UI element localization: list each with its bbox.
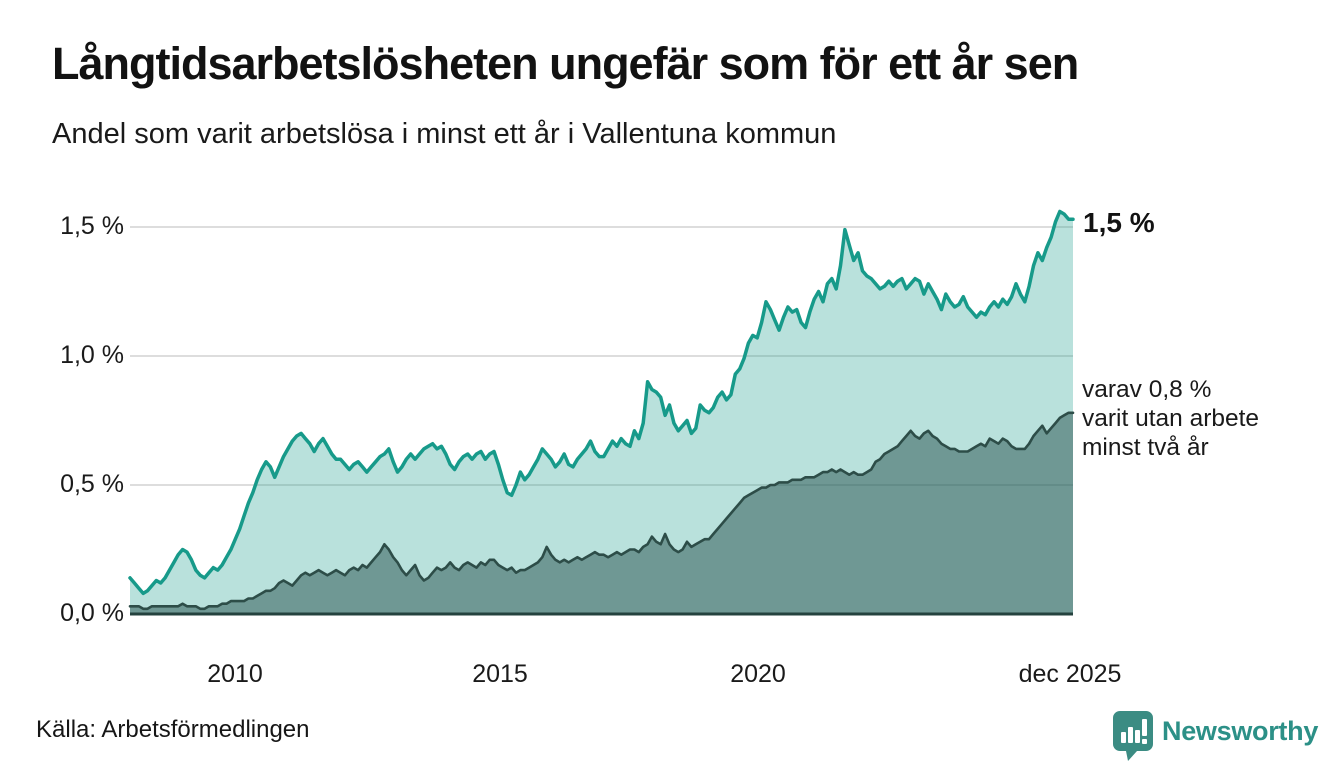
- newsworthy-brand: Newsworthy: [1112, 710, 1318, 762]
- page-title: Långtidsarbetslösheten ungefär som för e…: [52, 38, 1079, 89]
- latest-value-annotation: 1,5 %: [1083, 207, 1155, 238]
- bar-chart-speech-bubble-icon: [1113, 711, 1153, 761]
- y-tick-label-0-0: 0,0 %: [60, 599, 124, 627]
- secondary-annotation-line2: varit utan arbete: [1082, 405, 1260, 432]
- source-note: Källa: Arbetsförmedlingen: [36, 716, 310, 743]
- x-tick-label-2010: 2010: [207, 660, 263, 688]
- secondary-series-annotation: varav 0,8 % varit utan arbete minst två …: [1082, 375, 1259, 462]
- page-subtitle: Andel som varit arbetslösa i minst ett å…: [52, 118, 837, 150]
- newsworthy-wordmark: Newsworthy: [1162, 716, 1319, 746]
- x-tick-label-dec-2025: dec 2025: [1018, 660, 1122, 688]
- y-tick-label-1-0: 1,0 %: [60, 341, 124, 369]
- x-tick-label-2015: 2015: [472, 660, 528, 688]
- x-tick-label-2020: 2020: [730, 660, 786, 688]
- y-tick-label-0-5: 0,5 %: [60, 470, 124, 498]
- secondary-annotation-line3: minst två år: [1082, 434, 1209, 461]
- secondary-annotation-line1: varav 0,8 %: [1082, 376, 1212, 403]
- y-tick-label-1-5: 1,5 %: [60, 212, 124, 240]
